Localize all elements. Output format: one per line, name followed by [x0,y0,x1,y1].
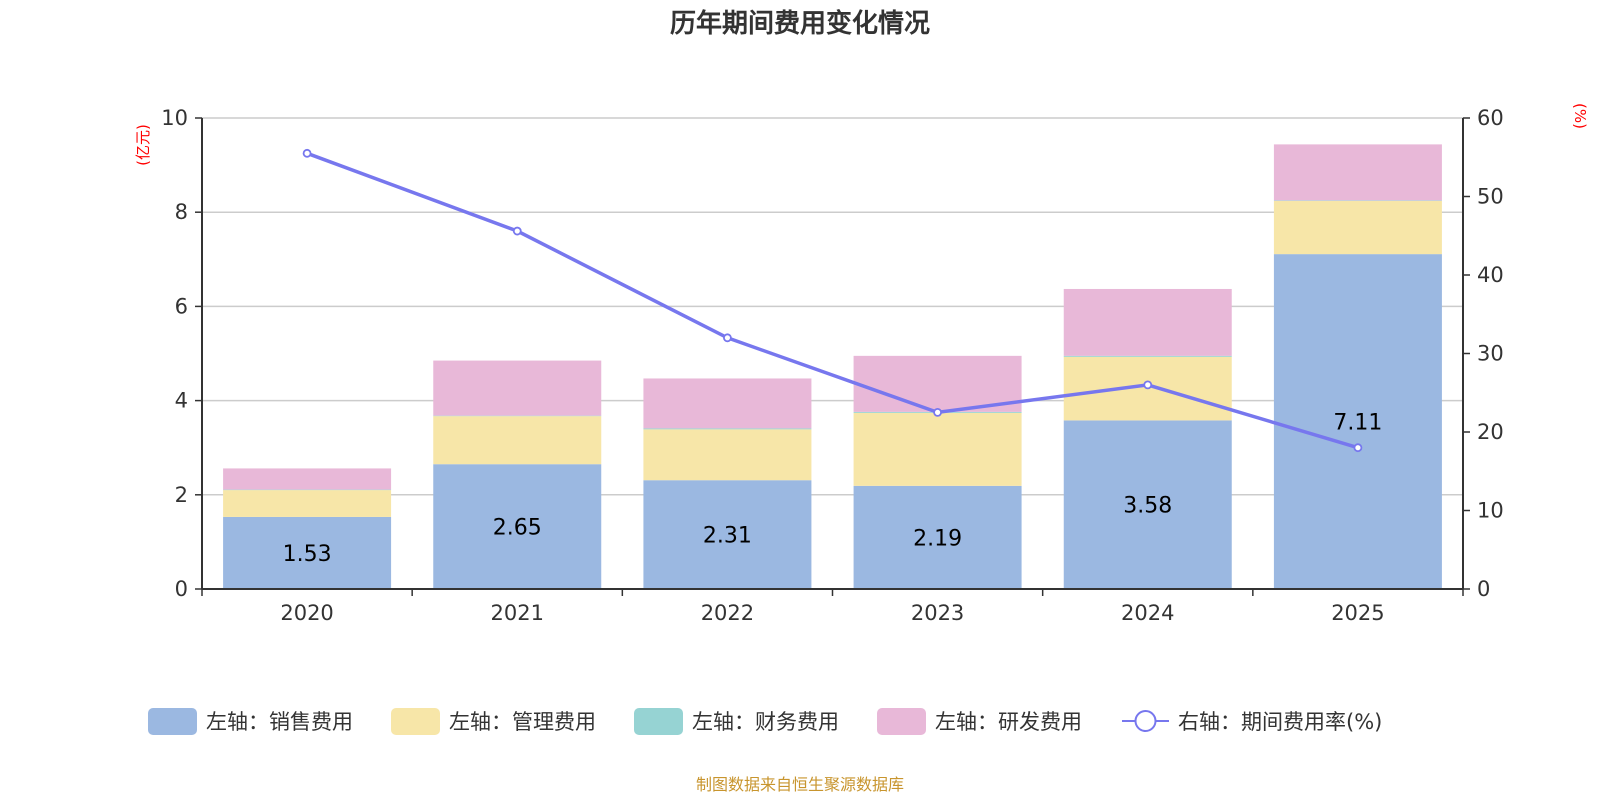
right-axis-tick-label: 20 [1477,420,1504,444]
rate-line-point [1353,443,1363,453]
bar-segment [853,355,1022,412]
x-axis-tick-label: 2020 [280,601,333,625]
left-axis-tick-label: 8 [175,200,188,224]
bar-segment [1063,288,1232,356]
source-note: 制图数据来自恒生聚源数据库 [696,775,904,794]
bar-segment [643,480,812,589]
bar-labels: 1.53 2.65 2.31 2.19 3.58 7.11 [283,411,1383,567]
bar-data-label: 2.31 [703,524,752,549]
x-axis-tick-label: 2021 [491,601,544,625]
rate-line-path [306,151,1359,450]
bar-segment [433,360,602,416]
bar-segment [643,428,812,430]
bar-data-label: 2.65 [493,516,542,541]
legend-label: 左轴：销售费用 [206,710,353,734]
bar-segment [1273,254,1442,589]
left-axis-unit: (亿元) [134,124,152,166]
left-axis-tick-label: 0 [175,577,188,601]
bar-segment [433,464,602,589]
bar-segment [223,468,392,490]
rate-line-point [723,333,732,343]
bar-segment [223,490,392,517]
gridlines [202,117,1463,496]
bar-segment [1063,420,1232,589]
x-axis-tick-label: 2024 [1121,601,1174,625]
bar-data-label: 2.19 [913,526,962,551]
bar-data-label: 3.58 [1123,494,1172,519]
bar-segment [643,378,812,429]
bar-segment [643,429,812,481]
right-axis-tick-label: 60 [1477,106,1504,130]
legend-swatch [877,708,926,735]
legend-label: 左轴：研发费用 [935,710,1082,734]
left-axis-tick-label: 10 [161,106,188,130]
x-axis-tick-label: 2023 [911,601,964,625]
rate-line-point [302,148,312,158]
bar-segment [1273,144,1442,201]
bar-segment [1273,200,1442,255]
legend-label: 左轴：财务费用 [692,710,839,734]
bar-data-label: 1.53 [283,542,332,567]
bar-segment [433,416,602,465]
axes: 0 2 4 6 8 10 0 10 20 30 40 50 60 2020 2021 2022 2023 2024… [161,106,1503,625]
bar-segment [853,485,1022,589]
legend-swatch [148,708,197,735]
bars [223,144,1442,589]
rate-line-point [512,226,522,236]
legend-label: 右轴：期间费用率(%) [1178,710,1382,734]
left-axis-tick-label: 6 [175,294,188,318]
bar-data-label: 7.11 [1333,411,1382,436]
bar-segment [223,516,392,589]
right-axis-tick-label: 0 [1477,577,1490,601]
chart-title: 历年期间费用变化情况 [670,8,930,39]
x-axis-tick-label: 2025 [1331,601,1384,625]
rate-line-point [933,407,942,417]
right-axis-tick-label: 30 [1477,342,1504,366]
bar-segment [1063,355,1232,357]
right-axis-tick-label: 50 [1477,185,1504,209]
legend-circle-icon [1134,710,1157,732]
legend-swatch [391,708,440,735]
x-axis-tick-label: 2022 [701,601,754,625]
right-axis-tick-label: 10 [1477,499,1504,523]
left-axis-tick-label: 2 [175,483,188,507]
bar-segment [853,412,1022,486]
left-axis-tick-label: 4 [175,389,188,413]
rate-line-point [1143,380,1153,390]
legend: 左轴：销售费用 左轴：管理费用 左轴：财务费用 左轴：研发费用 右轴：期间费用率(%) [148,708,1382,735]
rate-line [302,148,1363,453]
right-axis-tick-label: 40 [1477,263,1504,287]
legend-label: 左轴：管理费用 [449,710,596,734]
legend-swatch [634,708,683,735]
right-axis-unit: (%) [1571,103,1589,129]
